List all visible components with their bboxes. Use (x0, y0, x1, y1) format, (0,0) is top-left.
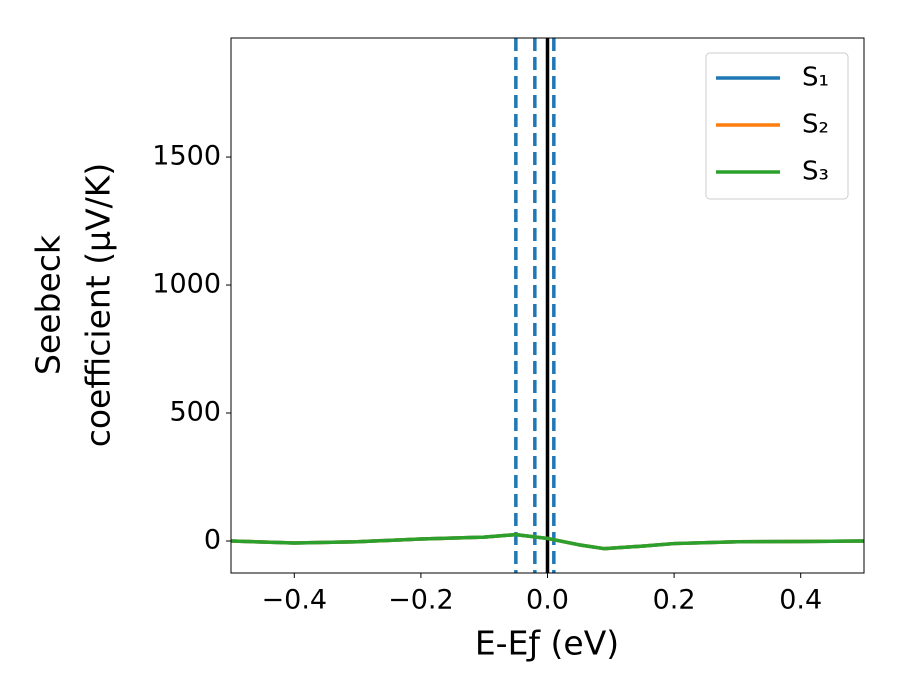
plot-frame (230, 37, 865, 574)
y-tick-label: 1000 (152, 269, 221, 300)
y-axis-label: coefficient (μV/K) (79, 163, 118, 448)
y-axis-label: Seebeck (29, 234, 68, 375)
data-line (231, 532, 864, 551)
y-tick-label: 0 (204, 525, 221, 556)
x-tick-label: −0.2 (388, 585, 454, 616)
x-tick-label: 0.4 (779, 585, 822, 616)
x-tick-label: −0.4 (262, 585, 328, 616)
x-axis-label: E-Eƒ (eV) (475, 624, 619, 663)
legend-label: S₂ (802, 110, 829, 140)
y-tick-label: 500 (169, 397, 221, 428)
x-tick-label: 0.2 (653, 585, 696, 616)
legend-label: S₁ (802, 63, 829, 93)
legend-label: S₃ (802, 157, 829, 187)
x-tick-label: 0.0 (526, 585, 569, 616)
y-tick-label: 1500 (152, 141, 221, 172)
